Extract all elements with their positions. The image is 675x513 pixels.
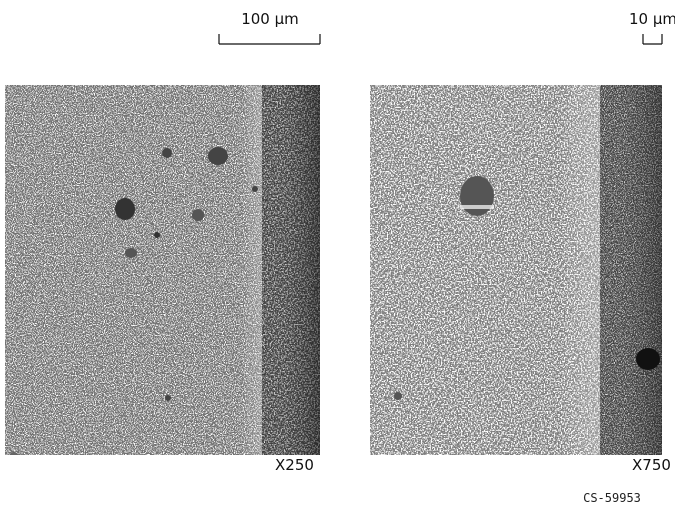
- figure-id: CS-59953: [583, 491, 641, 505]
- magnification-label: X250: [275, 456, 314, 474]
- magnification-label: X750: [632, 456, 671, 474]
- scale-bar-right: 10 µm: [629, 10, 675, 44]
- scale-bar-label: 100 µm: [241, 10, 299, 28]
- scale-bar-left: 100 µm: [219, 10, 320, 44]
- micrograph-left: [5, 85, 320, 468]
- page: 100 µm 10 µm X250 X750 CS-59953 (() => {…: [0, 0, 675, 513]
- micrograph-right: [370, 85, 662, 469]
- figure: 100 µm 10 µm X250 X750 CS-59953: [0, 0, 675, 513]
- scale-bar-label: 10 µm: [629, 10, 675, 28]
